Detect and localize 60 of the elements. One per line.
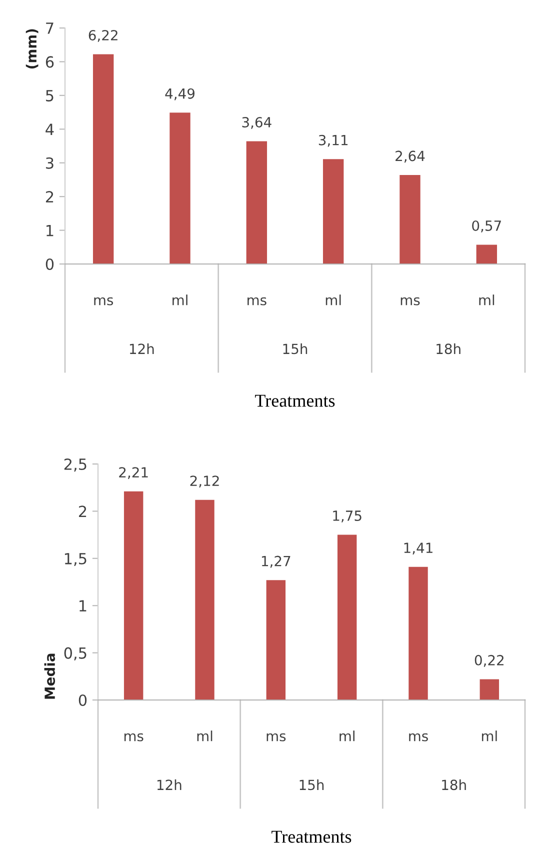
text: 18h [436,343,460,354]
y-tick-label: 0 [78,694,87,706]
data-label: 0,57 [472,220,501,232]
y-tick-label: 7 [46,22,54,34]
bar [480,679,500,700]
x-tick-label: ml [482,730,497,742]
data-label: 3,64 [242,116,272,129]
data-label: 0,22 [474,654,504,667]
bar [337,534,357,700]
y-tick-label: 0 [46,258,54,270]
data-label: 2,64 [396,150,425,163]
text: 15h [300,779,324,790]
y-tick-label: 1,5 [64,553,86,566]
x-tick-label: ml [326,294,341,306]
text: 12h [130,343,154,354]
y-tick-label: 4 [46,124,54,135]
y-tick-label: 6 [46,56,54,68]
bar [92,54,114,264]
bar [246,141,268,264]
x-tick-label: ml [479,294,494,306]
bar [195,500,214,700]
text: 15h [283,343,308,354]
bar [476,244,498,264]
y-axis-title: Media [44,654,56,699]
x-tick-label: ml [172,294,188,306]
y-axis-title: (mm) [26,29,38,68]
data-label: 4,49 [165,88,194,100]
x-tick-label: ms [94,297,114,306]
y-tick-label: 1 [46,224,54,236]
y-tick-label: 2 [46,191,54,202]
x-tick-label: ms [400,297,420,306]
data-label: 2,21 [119,467,148,479]
y-tick-label: 0,5 [64,647,86,660]
x-tick-label: ml [340,730,354,742]
data-label: 1,75 [333,510,362,522]
x-axis-title: Treatments [255,394,335,407]
x-axis-title: Treatments [272,830,352,843]
text: 12h [157,779,182,790]
data-label: 3,11 [318,134,348,147]
bar [400,174,420,264]
bar [322,159,344,264]
bar [170,112,190,264]
y-tick-label: 1 [80,600,86,612]
bar [266,580,286,700]
y-tick-label: 2,5 [64,458,86,472]
bar [408,566,428,700]
data-label: 1,41 [404,542,432,555]
x-tick-label: ms [248,297,266,306]
y-tick-label: 3 [46,157,54,169]
text: 18h [442,779,466,790]
x-tick-label: ms [124,733,144,742]
x-tick-label: ml [197,730,212,742]
y-tick-label: 5 [46,90,54,102]
data-label: 1,27 [262,556,290,568]
data-label: 2,12 [190,476,219,488]
x-tick-label: ms [409,733,428,742]
data-label: 6,22 [88,30,118,42]
y-tick-label: 2 [78,506,86,518]
bar [124,491,144,700]
x-tick-label: ms [266,733,286,742]
